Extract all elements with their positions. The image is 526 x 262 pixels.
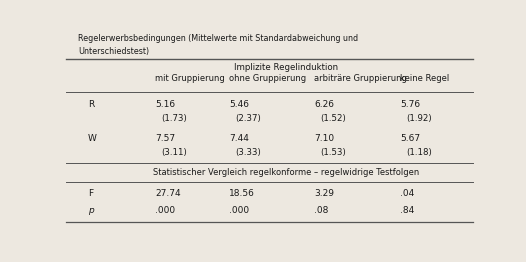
Text: (1.52): (1.52) <box>320 114 346 123</box>
Text: (1.53): (1.53) <box>320 149 346 157</box>
Text: (1.73): (1.73) <box>161 114 187 123</box>
Text: .000: .000 <box>229 206 249 215</box>
Text: 7.57: 7.57 <box>156 134 176 143</box>
Text: W: W <box>88 134 97 143</box>
Text: keine Regel: keine Regel <box>400 74 449 83</box>
Text: F: F <box>88 189 93 198</box>
Text: 5.67: 5.67 <box>400 134 420 143</box>
Text: (3.11): (3.11) <box>161 149 187 157</box>
Text: arbiträre Gruppierung: arbiträre Gruppierung <box>315 74 407 83</box>
Text: p: p <box>88 206 94 215</box>
Text: 7.44: 7.44 <box>229 134 249 143</box>
Text: R: R <box>88 100 95 109</box>
Text: Implizite Regelinduktion: Implizite Regelinduktion <box>234 63 338 72</box>
Text: ohne Gruppierung: ohne Gruppierung <box>229 74 306 83</box>
Text: 5.16: 5.16 <box>156 100 176 109</box>
Text: 5.46: 5.46 <box>229 100 249 109</box>
Text: Regelerwerbsbedingungen (Mittelwerte mit Standardabweichung und: Regelerwerbsbedingungen (Mittelwerte mit… <box>78 35 358 43</box>
Text: 6.26: 6.26 <box>315 100 335 109</box>
Text: mit Gruppierung: mit Gruppierung <box>156 74 225 83</box>
Text: (1.18): (1.18) <box>406 149 432 157</box>
Text: 18.56: 18.56 <box>229 189 255 198</box>
Text: 27.74: 27.74 <box>156 189 181 198</box>
Text: 5.76: 5.76 <box>400 100 420 109</box>
Text: (1.92): (1.92) <box>406 114 432 123</box>
Text: .08: .08 <box>315 206 329 215</box>
Text: .84: .84 <box>400 206 414 215</box>
Text: Unterschiedstest): Unterschiedstest) <box>78 47 149 56</box>
Text: 7.10: 7.10 <box>315 134 335 143</box>
Text: 3.29: 3.29 <box>315 189 335 198</box>
Text: (3.33): (3.33) <box>235 149 261 157</box>
Text: .04: .04 <box>400 189 414 198</box>
Text: (2.37): (2.37) <box>235 114 261 123</box>
Text: Statistischer Vergleich regelkonforme – regelwidrige Testfolgen: Statistischer Vergleich regelkonforme – … <box>153 168 419 177</box>
Text: .000: .000 <box>156 206 176 215</box>
